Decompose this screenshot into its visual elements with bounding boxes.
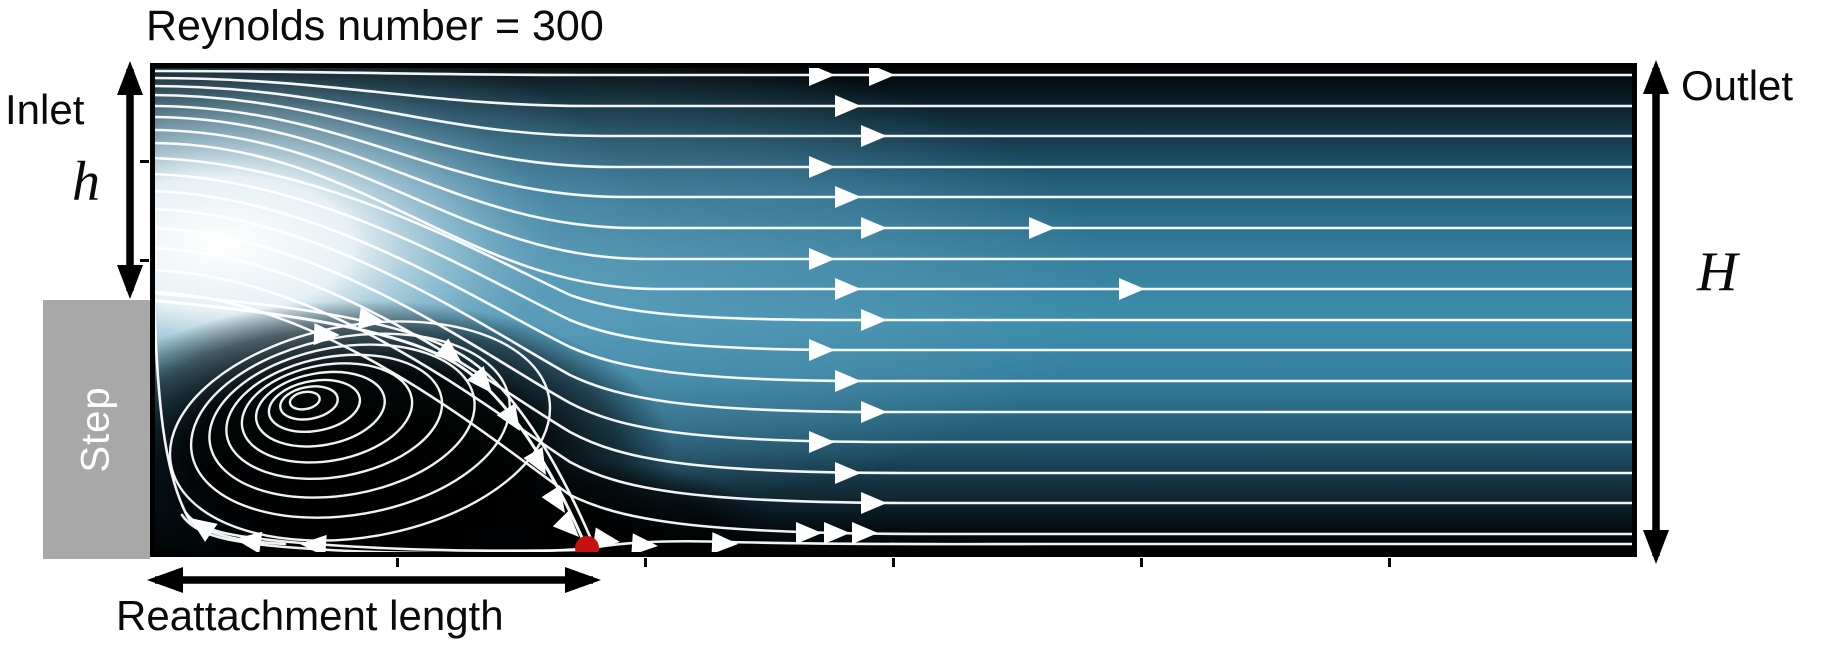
reattachment-point-marker	[575, 536, 599, 557]
inlet-height-symbol: h	[72, 151, 100, 213]
streamlines	[150, 69, 1637, 551]
y-axis-tick	[140, 259, 149, 262]
x-axis-tick	[644, 558, 647, 567]
figure-title: Reynolds number = 300	[146, 2, 604, 50]
x-axis-tick	[892, 558, 895, 567]
recirculation-vortex	[168, 320, 597, 555]
inlet-height-arrow	[117, 61, 143, 299]
x-axis-tick	[396, 558, 399, 567]
step-block: Step	[43, 300, 150, 559]
domain-border	[150, 63, 1637, 557]
x-axis-tick	[1388, 558, 1391, 567]
reattachment-length-label: Reattachment length	[116, 592, 504, 639]
flow-domain	[150, 63, 1637, 557]
reattachment-length-arrow	[147, 567, 601, 593]
inlet-label: Inlet	[5, 86, 85, 133]
outlet-label: Outlet	[1681, 62, 1794, 109]
x-axis-tick	[1140, 558, 1143, 567]
y-axis-tick	[140, 160, 149, 163]
step-label: Step	[73, 386, 118, 473]
channel-height-arrow	[1643, 60, 1669, 564]
channel-height-symbol: H	[1697, 241, 1738, 303]
